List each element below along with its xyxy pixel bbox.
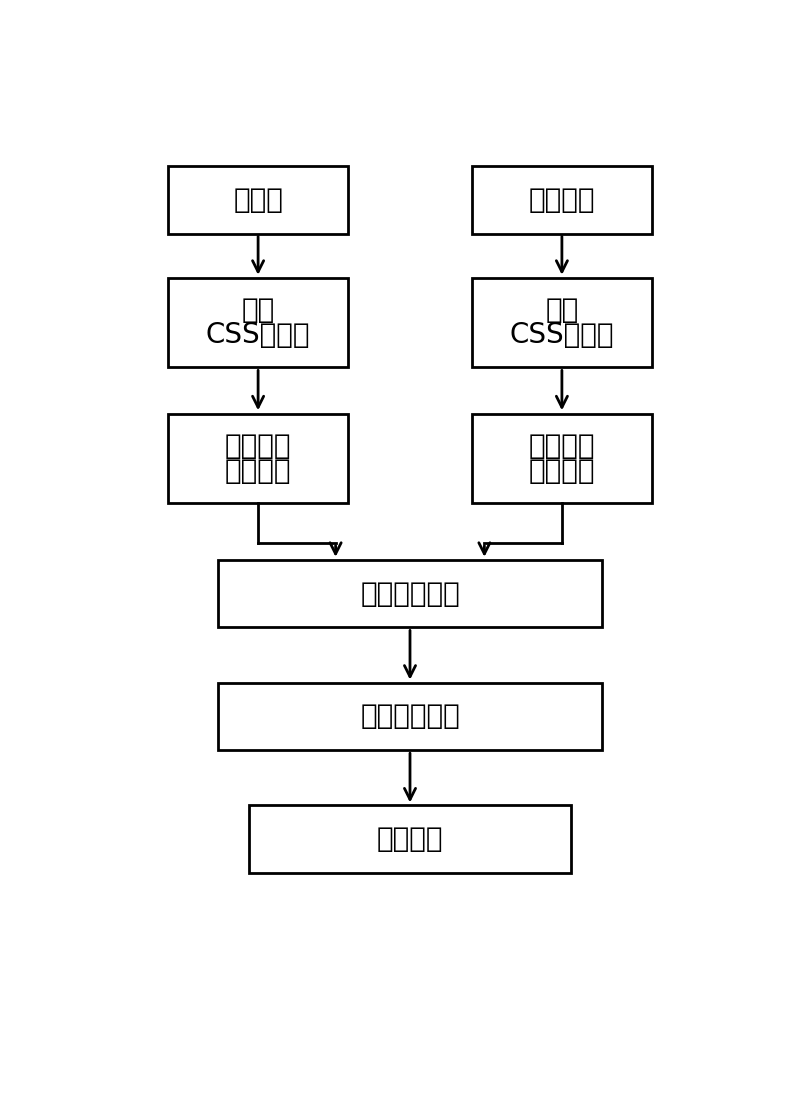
Text: 初始特征修正: 初始特征修正 [360,580,460,607]
Bar [218,682,602,750]
Text: CSS指纹图: CSS指纹图 [510,321,614,349]
Text: 提取初始: 提取初始 [529,431,595,460]
Bar [168,278,348,367]
Text: 生成: 生成 [242,296,274,324]
Text: 指纹特征: 指纹特征 [529,456,595,484]
Text: 生成: 生成 [546,296,578,324]
Text: 识别判决: 识别判决 [377,825,443,854]
Text: CSS指纹图: CSS指纹图 [206,321,310,349]
Text: 计算匹配价价: 计算匹配价价 [360,703,460,730]
Text: 待识别谱: 待识别谱 [529,186,595,213]
Text: 提取初始: 提取初始 [225,431,291,460]
Bar [168,166,348,233]
Bar [218,560,602,627]
Bar [472,166,652,233]
Bar [472,414,652,503]
Bar [168,414,348,503]
Bar [249,805,571,873]
Text: 参考谱: 参考谱 [233,186,283,213]
Bar [472,278,652,367]
Text: 指纹特征: 指纹特征 [225,456,291,484]
